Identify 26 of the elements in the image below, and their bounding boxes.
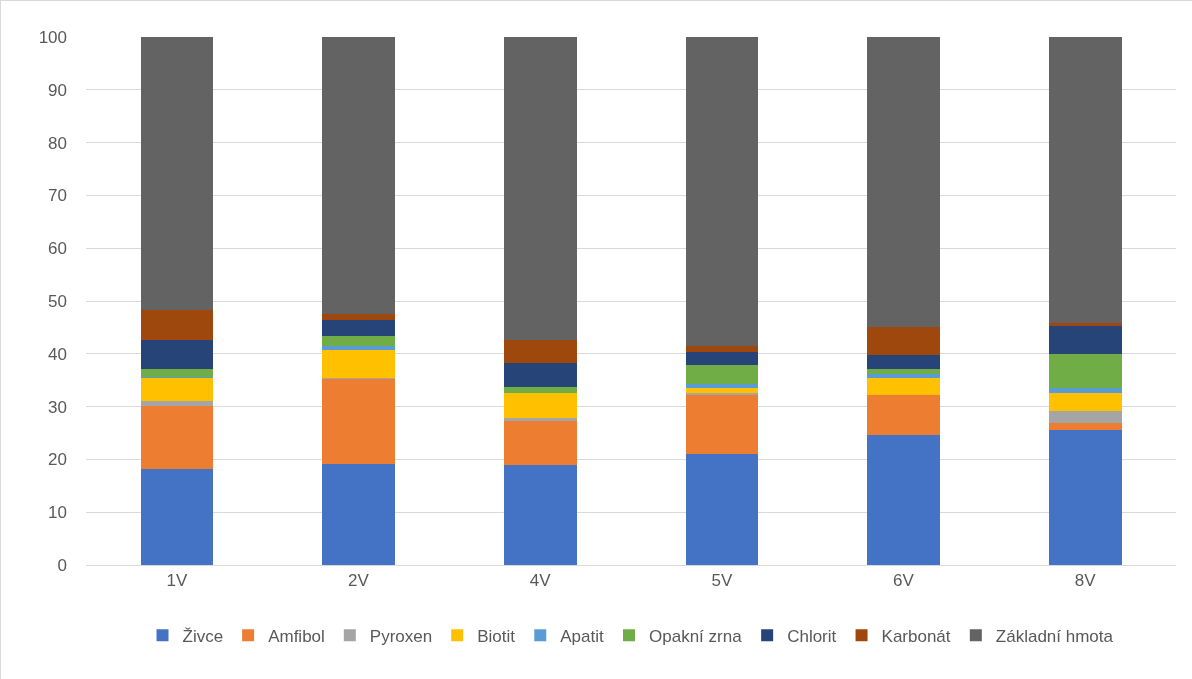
x-tick-label: 2V — [348, 571, 370, 591]
y-tick-label: 100 — [38, 27, 67, 47]
y-tick-label: 30 — [48, 397, 67, 417]
legend-label: Apatit — [560, 626, 605, 646]
x-tick-label: 8V — [1074, 571, 1097, 591]
x-tick-label: 4V — [529, 571, 552, 591]
legend-label: Karbonát — [881, 626, 951, 646]
y-tick-label: 40 — [48, 344, 67, 364]
legend-label: Biotit — [477, 626, 516, 646]
x-tick-label: 1V — [166, 571, 188, 591]
legend-label: Amfibol — [268, 626, 325, 646]
y-tick-label: 20 — [48, 450, 67, 470]
y-tick-label: 60 — [48, 239, 67, 259]
y-tick-label: 70 — [48, 186, 67, 206]
legend-label: Opakní zrna — [649, 626, 743, 646]
y-tick-label: 90 — [48, 80, 67, 100]
x-tick-label: 6V — [893, 571, 915, 591]
y-tick-label: 10 — [48, 503, 67, 523]
y-tick-label: 80 — [48, 133, 67, 153]
legend-label: Chlorit — [787, 626, 837, 646]
y-tick-label: 50 — [48, 291, 67, 311]
x-tick-label: 5V — [711, 571, 733, 591]
y-tick-label: 0 — [57, 555, 67, 575]
legend-label: Základní hmota — [995, 626, 1114, 646]
legend-label: Pyroxen — [369, 626, 433, 646]
legend-label: Živce — [182, 626, 224, 646]
